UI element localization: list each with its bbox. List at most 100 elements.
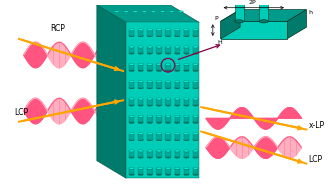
Ellipse shape: [175, 167, 180, 169]
Bar: [147, 151, 152, 157]
Ellipse shape: [193, 46, 198, 48]
Ellipse shape: [184, 69, 189, 72]
Ellipse shape: [138, 115, 143, 117]
Bar: [147, 47, 152, 53]
Ellipse shape: [184, 87, 189, 89]
Ellipse shape: [147, 139, 152, 141]
Ellipse shape: [184, 29, 189, 31]
Ellipse shape: [175, 104, 180, 106]
Ellipse shape: [165, 29, 171, 31]
Bar: [193, 64, 198, 70]
Bar: [156, 64, 162, 70]
Bar: [184, 151, 189, 157]
Ellipse shape: [259, 20, 268, 23]
Bar: [129, 82, 134, 88]
Ellipse shape: [147, 63, 152, 65]
Ellipse shape: [184, 63, 189, 65]
Ellipse shape: [147, 29, 152, 31]
Ellipse shape: [138, 87, 143, 89]
Ellipse shape: [184, 156, 189, 158]
Bar: [129, 168, 134, 174]
Bar: [129, 47, 134, 53]
Bar: [165, 82, 171, 88]
Bar: [138, 64, 143, 70]
Ellipse shape: [147, 69, 152, 72]
Bar: [165, 99, 171, 105]
Ellipse shape: [175, 46, 180, 48]
Ellipse shape: [138, 132, 143, 135]
Bar: [184, 82, 189, 88]
Bar: [129, 64, 134, 70]
Bar: [184, 30, 189, 36]
Ellipse shape: [184, 98, 189, 100]
Bar: [156, 134, 162, 140]
Ellipse shape: [175, 35, 180, 37]
Bar: [147, 134, 152, 140]
Ellipse shape: [175, 132, 180, 135]
Ellipse shape: [129, 167, 134, 169]
Ellipse shape: [156, 63, 162, 65]
Bar: [235, 0, 244, 21]
Text: LCP: LCP: [308, 155, 323, 164]
Bar: [184, 64, 189, 70]
Polygon shape: [221, 10, 240, 39]
Ellipse shape: [170, 11, 174, 12]
Bar: [147, 99, 152, 105]
Ellipse shape: [147, 81, 152, 83]
Ellipse shape: [138, 121, 143, 124]
Ellipse shape: [184, 139, 189, 141]
Bar: [129, 99, 134, 105]
Ellipse shape: [175, 63, 180, 65]
Bar: [138, 47, 143, 53]
Ellipse shape: [156, 87, 162, 89]
Ellipse shape: [156, 167, 162, 169]
Bar: [175, 151, 180, 157]
Text: RCP: RCP: [50, 24, 65, 33]
Ellipse shape: [156, 173, 162, 176]
Ellipse shape: [184, 115, 189, 117]
Ellipse shape: [184, 46, 189, 48]
Bar: [184, 168, 189, 174]
Ellipse shape: [151, 11, 156, 12]
Ellipse shape: [184, 121, 189, 124]
Ellipse shape: [175, 150, 180, 152]
Ellipse shape: [165, 63, 171, 65]
Ellipse shape: [160, 11, 165, 12]
Ellipse shape: [175, 121, 180, 124]
Bar: [175, 99, 180, 105]
Ellipse shape: [184, 35, 189, 37]
Ellipse shape: [175, 115, 180, 117]
Ellipse shape: [193, 69, 198, 72]
Bar: [165, 116, 171, 122]
Ellipse shape: [156, 121, 162, 124]
Bar: [165, 168, 171, 174]
Ellipse shape: [129, 46, 134, 48]
Ellipse shape: [165, 46, 171, 48]
Ellipse shape: [156, 104, 162, 106]
Ellipse shape: [147, 87, 152, 89]
Ellipse shape: [147, 167, 152, 169]
Ellipse shape: [129, 115, 134, 117]
Ellipse shape: [165, 121, 171, 124]
Polygon shape: [221, 10, 307, 21]
Ellipse shape: [175, 52, 180, 54]
Ellipse shape: [193, 52, 198, 54]
Ellipse shape: [129, 150, 134, 152]
Ellipse shape: [147, 156, 152, 158]
Ellipse shape: [184, 150, 189, 152]
Bar: [193, 99, 198, 105]
Ellipse shape: [165, 69, 171, 72]
Ellipse shape: [165, 52, 171, 54]
Text: LCP: LCP: [14, 108, 28, 117]
Ellipse shape: [138, 81, 143, 83]
Ellipse shape: [129, 132, 134, 135]
Ellipse shape: [165, 81, 171, 83]
Ellipse shape: [175, 29, 180, 31]
Ellipse shape: [184, 173, 189, 176]
Ellipse shape: [138, 139, 143, 141]
Ellipse shape: [129, 29, 134, 31]
Bar: [147, 168, 152, 174]
Ellipse shape: [193, 139, 198, 141]
Ellipse shape: [193, 63, 198, 65]
Ellipse shape: [165, 150, 171, 152]
